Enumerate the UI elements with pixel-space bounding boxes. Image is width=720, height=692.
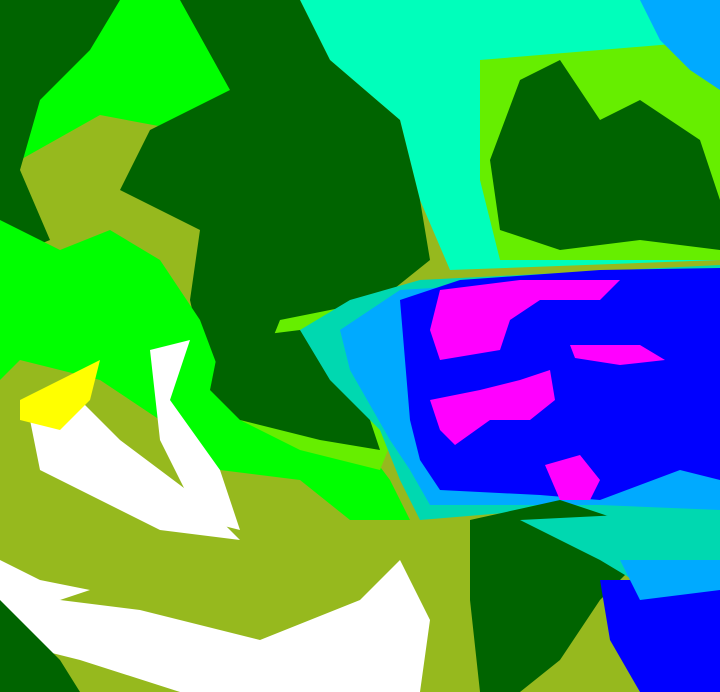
region-magenta-1 (430, 280, 620, 360)
region-magenta-3 (430, 370, 555, 445)
region-white-cloud-sw-bands (0, 560, 90, 600)
region-magenta-2 (570, 345, 665, 365)
region-white-cloud-streak (150, 340, 240, 530)
region-dark-green-center (120, 0, 430, 390)
region-skyblue-southeast (620, 560, 720, 600)
region-blue-southeast (600, 580, 720, 692)
region-white-cloud-west (30, 400, 240, 540)
region-magenta-4 (545, 455, 600, 500)
region-dark-green-nw (0, 0, 120, 260)
region-white-cloud-south (0, 560, 430, 692)
region-dark-green-sw-edge (0, 600, 80, 692)
region-yellow-cloud-edge (20, 360, 100, 430)
region-dark-green-center-south (210, 330, 380, 450)
region-blue-top-right (640, 0, 720, 90)
region-dark-green-ne-streaks (490, 60, 720, 250)
